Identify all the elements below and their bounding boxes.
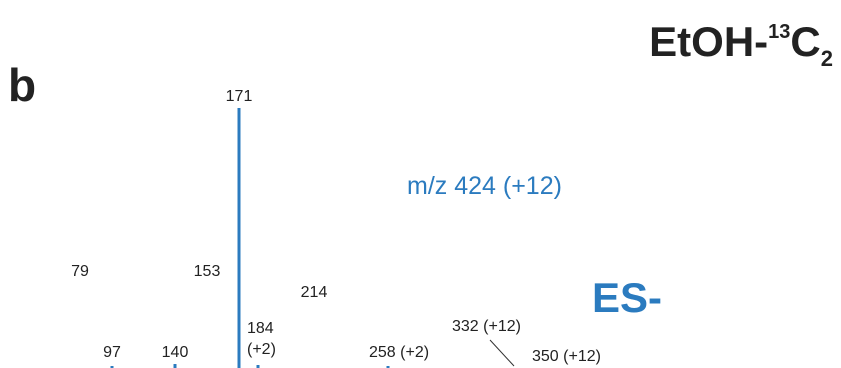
peak-label-153: 153 — [194, 263, 221, 280]
ion-mode-label: ES- — [592, 274, 663, 321]
peak-label-214: 214 — [301, 284, 328, 301]
compound-count: 2 — [820, 46, 833, 71]
peak-label-171: 171 — [226, 88, 253, 105]
compound-label: EtOH-13C2 — [649, 18, 833, 72]
peak-label-140: 140 — [162, 344, 189, 361]
peak-label-258: 258 (+2) — [369, 344, 429, 361]
peak-leader-332 — [489, 339, 515, 367]
peak-label-350: 350 (+12) — [532, 348, 601, 365]
peak-label-79: 79 — [71, 263, 89, 280]
compound-base: EtOH- — [649, 18, 769, 65]
peak-label-97: 97 — [103, 344, 121, 361]
peak-label-184: 184 (+2) — [247, 320, 276, 358]
compound-element: C — [790, 18, 821, 65]
precursor-label: m/z 424 (+12) — [407, 172, 562, 200]
compound-isotope: 13 — [768, 21, 791, 43]
peak-label-332: 332 (+12) — [452, 318, 521, 335]
panel-label: b — [8, 59, 37, 111]
